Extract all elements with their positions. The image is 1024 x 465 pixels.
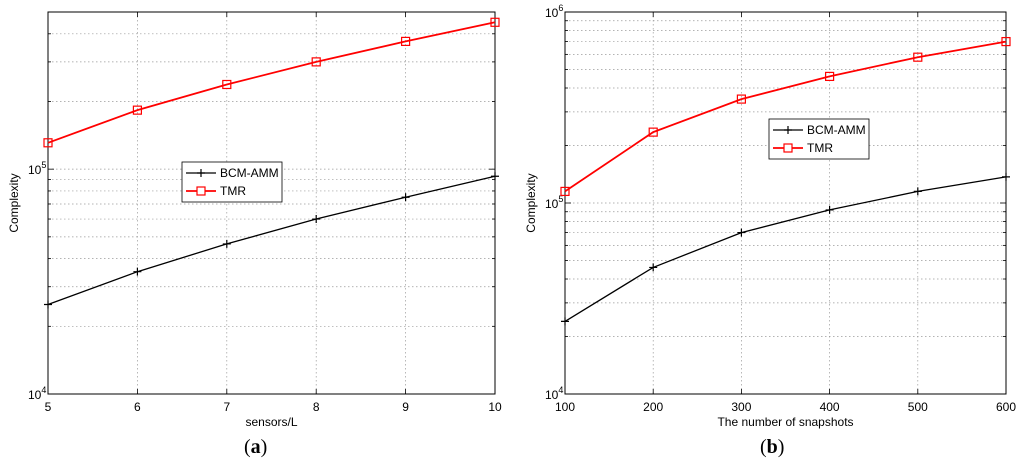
y-tick-base: 10 — [28, 163, 42, 177]
data-point — [44, 300, 52, 309]
legend: BCM-AMM TMR — [768, 118, 870, 160]
x-tick-label: 6 — [134, 400, 141, 414]
legend-marker — [196, 186, 206, 196]
data-point — [490, 17, 500, 27]
legend-entry: TMR — [220, 184, 246, 198]
data-point — [1002, 172, 1010, 181]
legend: BCM-AMM TMR — [181, 161, 283, 203]
x-axis: 5 6 7 8 9 10 — [45, 12, 502, 414]
data-point — [133, 267, 142, 276]
y-tick-label: 106 — [545, 3, 563, 20]
x-tick-label: 7 — [223, 400, 230, 414]
series-line — [564, 40, 1007, 193]
x-tick-label: 100 — [555, 400, 575, 414]
series-bcm-amm — [44, 172, 499, 309]
x-tick-label: 200 — [643, 400, 663, 414]
y-tick-base: 10 — [545, 197, 559, 211]
data-point — [132, 105, 142, 115]
legend-marker — [197, 169, 205, 177]
y-gridlines — [48, 33, 495, 327]
legend-entry: TMR — [807, 141, 833, 155]
data-point — [222, 79, 232, 90]
y-tick-base: 10 — [545, 6, 559, 20]
x-tick-label: 500 — [908, 400, 928, 414]
data-point — [649, 263, 658, 272]
legend-entry: BCM-AMM — [220, 166, 279, 180]
x-tick-label: 9 — [402, 400, 409, 414]
x-tick-label: 400 — [820, 400, 840, 414]
y-gridlines — [565, 20, 1006, 337]
plot-frame — [47, 11, 496, 395]
y-tick-base: 10 — [545, 388, 559, 402]
x-tick-label: 600 — [996, 400, 1016, 414]
x-tick-label: 10 — [488, 400, 502, 414]
caption-a-label: a — [250, 436, 261, 458]
data-point — [825, 205, 834, 214]
series-tmr — [560, 36, 1011, 197]
x-tick-label: 8 — [313, 400, 320, 414]
x-tick-label: 300 — [731, 400, 751, 414]
y-tick-exponent: 5 — [41, 160, 46, 170]
series-tmr — [43, 17, 500, 148]
y-tick-label: 104 — [28, 385, 46, 402]
data-point — [824, 71, 835, 82]
data-point — [1001, 36, 1011, 47]
y-tick-base: 10 — [28, 388, 42, 402]
data-point — [312, 215, 321, 224]
series-line — [564, 176, 1007, 322]
caption-a: (a) — [244, 436, 268, 458]
y-tick-exponent: 5 — [558, 194, 563, 204]
y-tick-exponent: 4 — [41, 385, 46, 395]
data-point — [401, 36, 411, 47]
legend-entry: BCM-AMM — [807, 123, 866, 137]
data-point — [736, 94, 747, 104]
chart-a: 5 6 7 8 9 10104105sensors/LComplexityBCM-AMMT… — [7, 11, 502, 429]
y-axis-label: Complexity — [524, 173, 538, 232]
y-tick-exponent: 4 — [558, 385, 563, 395]
caption-b-label: b — [766, 436, 778, 458]
y-tick-label: 105 — [28, 160, 46, 177]
data-point — [648, 127, 658, 137]
y-tick-exponent: 6 — [558, 3, 563, 13]
plot-frame — [564, 11, 1007, 395]
y-axis-label: Complexity — [7, 173, 21, 232]
series-bcm-amm — [561, 172, 1010, 326]
data-point — [43, 138, 53, 148]
legend-marker — [784, 126, 792, 134]
data-point — [491, 172, 499, 181]
data-point — [401, 193, 410, 202]
data-point — [561, 317, 569, 326]
data-point — [913, 187, 922, 196]
series-line — [47, 175, 496, 306]
data-point — [560, 186, 570, 197]
y-tick-label: 105 — [545, 194, 563, 211]
y-tick-label: 104 — [545, 385, 563, 402]
x-axis: 100 200 300 400 500 600 — [555, 12, 1016, 414]
x-axis-label: The number of snapshots — [717, 415, 853, 429]
data-point — [222, 239, 231, 248]
series-line — [47, 21, 496, 144]
data-point — [311, 57, 321, 67]
x-axis-label: sensors/L — [245, 415, 297, 429]
legend-marker — [783, 143, 793, 153]
data-point — [913, 52, 923, 62]
data-point — [737, 228, 746, 237]
caption-b: (b) — [760, 436, 785, 458]
x-tick-label: 5 — [45, 400, 52, 414]
